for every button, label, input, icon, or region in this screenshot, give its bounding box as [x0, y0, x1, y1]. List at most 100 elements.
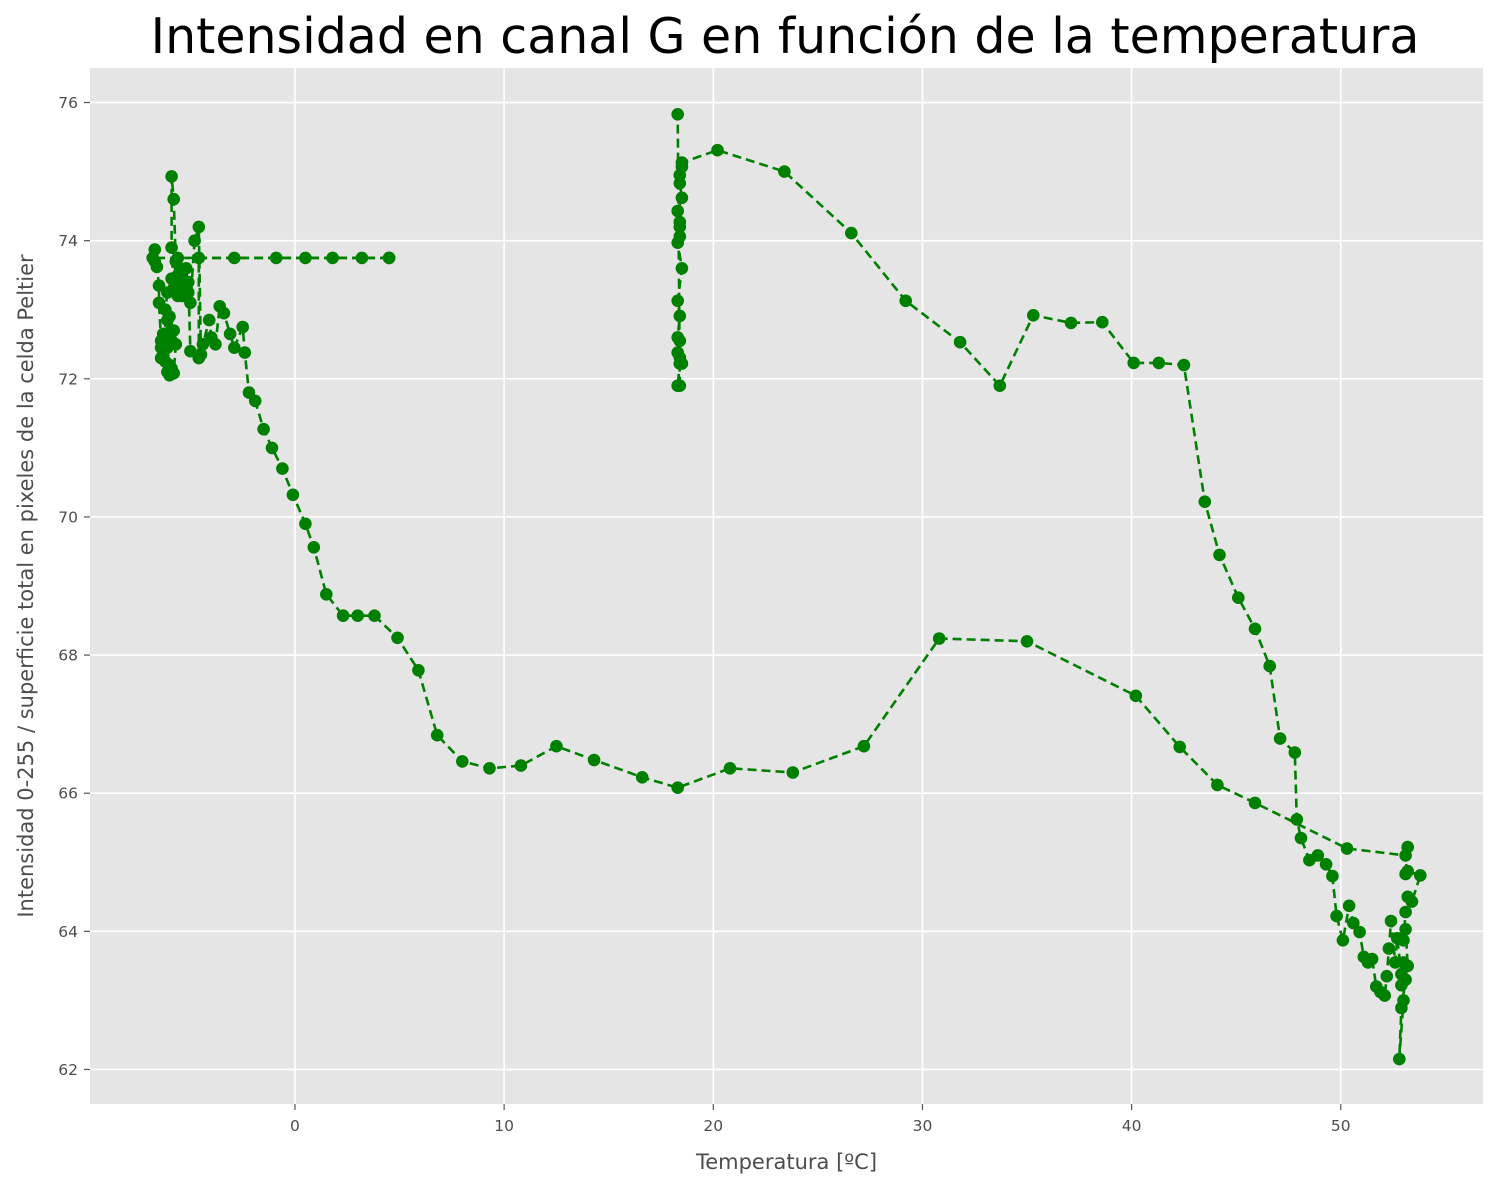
- data-point: [671, 108, 684, 121]
- data-point: [1401, 840, 1414, 854]
- data-point: [382, 251, 396, 265]
- data-point: [932, 632, 946, 645]
- data-point: [671, 204, 684, 218]
- data-point: [167, 192, 180, 206]
- y-tick-label: 72: [58, 370, 78, 388]
- data-point: [1263, 659, 1276, 673]
- data-point: [845, 226, 858, 240]
- y-tick-label: 76: [58, 94, 78, 112]
- data-point: [1395, 967, 1408, 981]
- data-point: [192, 251, 206, 265]
- data-point: [430, 728, 444, 742]
- data-point: [165, 170, 178, 183]
- data-point: [673, 357, 687, 370]
- data-point: [159, 303, 172, 317]
- data-point: [1397, 994, 1410, 1007]
- data-point: [223, 327, 237, 341]
- chart-title: Intensidad en canal G en función de la t…: [150, 8, 1420, 65]
- data-point: [236, 320, 249, 334]
- data-point: [587, 753, 601, 767]
- data-point: [156, 327, 170, 341]
- data-point: [167, 324, 180, 337]
- data-point: [671, 781, 684, 794]
- data-point: [456, 755, 469, 768]
- data-point: [412, 664, 425, 677]
- data-point: [675, 262, 689, 275]
- data-point: [671, 236, 684, 249]
- data-point: [1357, 950, 1371, 964]
- data-point: [673, 379, 687, 393]
- y-tick-label: 66: [58, 785, 78, 803]
- data-point: [1129, 689, 1143, 703]
- data-point: [182, 286, 195, 299]
- data-point: [152, 279, 166, 292]
- data-point: [1248, 622, 1262, 636]
- data-point: [1177, 358, 1191, 372]
- grid: [90, 68, 1483, 1104]
- data-point: [188, 234, 201, 247]
- data-point: [1414, 869, 1427, 882]
- data-point: [391, 631, 404, 645]
- data-point: [673, 309, 687, 323]
- data-point: [671, 294, 684, 308]
- data-point: [953, 335, 967, 349]
- data-point: [1152, 356, 1166, 370]
- data-point: [194, 348, 208, 361]
- data-point: [1342, 899, 1356, 913]
- data-point: [1388, 956, 1402, 969]
- data-point: [1020, 635, 1034, 648]
- data-point: [1173, 740, 1186, 754]
- y-tick-label: 74: [58, 232, 78, 250]
- data-point: [326, 251, 339, 265]
- data-point: [673, 334, 687, 348]
- data-point: [184, 296, 197, 310]
- data-point: [196, 338, 210, 351]
- data-point: [993, 379, 1007, 393]
- data-point: [1294, 831, 1308, 845]
- x-tick-label: 40: [1122, 1117, 1142, 1135]
- data-point: [550, 739, 563, 753]
- data-point: [1326, 869, 1339, 883]
- data-point: [320, 588, 333, 601]
- data-point: [1336, 934, 1350, 947]
- data-point: [150, 260, 164, 274]
- data-point: [1027, 309, 1040, 322]
- data-point: [154, 351, 168, 365]
- data-point: [1399, 923, 1412, 936]
- data-point: [673, 177, 687, 190]
- y-tick-label: 62: [58, 1061, 78, 1079]
- data-point: [1340, 842, 1354, 855]
- data-point: [299, 517, 312, 531]
- data-point: [723, 762, 737, 775]
- data-point: [351, 609, 365, 622]
- y-tick-label: 64: [58, 923, 78, 941]
- data-point: [711, 143, 724, 157]
- data-point: [192, 220, 206, 234]
- data-point: [336, 609, 350, 622]
- plot-background: [90, 68, 1483, 1104]
- data-point: [228, 251, 241, 265]
- data-point: [355, 251, 369, 265]
- data-point: [1347, 916, 1360, 930]
- data-point: [1127, 356, 1140, 370]
- x-tick-label: 0: [290, 1117, 300, 1135]
- data-point: [182, 275, 195, 289]
- data-point: [778, 165, 791, 178]
- x-tick-label: 50: [1331, 1117, 1351, 1135]
- tick-labels: 0 10 20 30 40 50 62 64 66 68 70 72 74 76: [58, 94, 1350, 1135]
- data-point: [1401, 864, 1414, 878]
- data-point: [1380, 969, 1394, 983]
- data-point: [1401, 890, 1414, 904]
- data-point: [248, 394, 262, 408]
- data-point: [514, 759, 528, 772]
- data-point: [857, 739, 871, 753]
- x-tick-label: 30: [913, 1117, 933, 1135]
- data-point: [167, 367, 180, 380]
- data-point: [368, 609, 381, 622]
- data-point: [899, 294, 912, 308]
- data-point: [184, 344, 197, 358]
- data-point: [1198, 495, 1212, 509]
- data-point: [1248, 796, 1262, 810]
- data-point: [1290, 813, 1304, 826]
- data-point: [165, 334, 178, 348]
